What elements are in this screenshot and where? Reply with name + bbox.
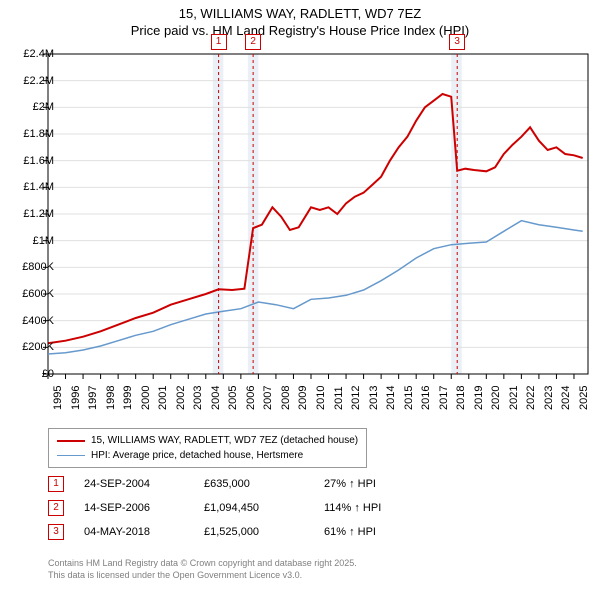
y-axis-label: £2.2M (23, 75, 54, 87)
x-axis-label: 2002 (175, 386, 187, 410)
chart-title: 15, WILLIAMS WAY, RADLETT, WD7 7EZ Price… (0, 6, 600, 40)
y-axis-label: £200K (22, 341, 54, 353)
sales-pct: 114% ↑ HPI (324, 502, 414, 514)
y-axis-label: £1.2M (23, 208, 54, 220)
sales-row: 3 04-MAY-2018 £1,525,000 61% ↑ HPI (48, 524, 414, 540)
x-axis-label: 2009 (297, 386, 309, 410)
x-axis-label: 2008 (280, 386, 292, 410)
title-line2: Price paid vs. HM Land Registry's House … (131, 23, 469, 38)
sales-price: £1,525,000 (204, 526, 304, 538)
legend-label-1: 15, WILLIAMS WAY, RADLETT, WD7 7EZ (deta… (91, 433, 358, 448)
sales-price: £635,000 (204, 478, 304, 490)
x-axis-label: 1996 (70, 386, 82, 410)
sales-price: £1,094,450 (204, 502, 304, 514)
chart-container: 15, WILLIAMS WAY, RADLETT, WD7 7EZ Price… (0, 6, 600, 596)
chart-marker: 3 (449, 34, 465, 50)
sales-pct: 61% ↑ HPI (324, 526, 414, 538)
x-axis-label: 1995 (52, 386, 64, 410)
footer: Contains HM Land Registry data © Crown c… (48, 558, 357, 581)
y-axis-label: £1M (33, 235, 54, 247)
sales-date: 04-MAY-2018 (84, 526, 184, 538)
marker-box-1: 1 (48, 476, 64, 492)
x-axis-label: 2013 (368, 386, 380, 410)
y-axis-label: £1.6M (23, 155, 54, 167)
x-axis-label: 2006 (245, 386, 257, 410)
y-axis-label: £1.4M (23, 181, 54, 193)
legend-row: 15, WILLIAMS WAY, RADLETT, WD7 7EZ (deta… (57, 433, 358, 448)
x-axis-label: 1997 (87, 386, 99, 410)
sales-date: 24-SEP-2004 (84, 478, 184, 490)
y-axis-label: £0 (42, 368, 54, 380)
chart-svg (48, 54, 588, 374)
x-axis-label: 2011 (333, 386, 345, 410)
y-axis-label: £1.8M (23, 128, 54, 140)
x-axis-label: 2019 (473, 386, 485, 410)
y-axis-label: £400K (22, 315, 54, 327)
legend: 15, WILLIAMS WAY, RADLETT, WD7 7EZ (deta… (48, 428, 367, 468)
sales-date: 14-SEP-2006 (84, 502, 184, 514)
sales-row: 1 24-SEP-2004 £635,000 27% ↑ HPI (48, 476, 414, 492)
x-axis-label: 2023 (543, 386, 555, 410)
x-axis-label: 2015 (403, 386, 415, 410)
y-axis-label: £2.4M (23, 48, 54, 60)
x-axis-label: 1998 (105, 386, 117, 410)
sales-row: 2 14-SEP-2006 £1,094,450 114% ↑ HPI (48, 500, 414, 516)
legend-swatch-1 (57, 440, 85, 442)
sales-pct: 27% ↑ HPI (324, 478, 414, 490)
y-axis-label: £600K (22, 288, 54, 300)
x-axis-label: 2022 (525, 386, 537, 410)
x-axis-label: 2007 (262, 386, 274, 410)
x-axis-label: 2017 (438, 386, 450, 410)
title-line1: 15, WILLIAMS WAY, RADLETT, WD7 7EZ (179, 6, 422, 21)
x-axis-label: 2010 (315, 386, 327, 410)
y-axis-label: £800K (22, 261, 54, 273)
footer-line2: This data is licensed under the Open Gov… (48, 570, 302, 580)
x-axis-label: 2018 (455, 386, 467, 410)
chart-marker: 1 (211, 34, 227, 50)
x-axis-label: 2014 (385, 386, 397, 410)
x-axis-label: 2004 (210, 386, 222, 410)
x-axis-label: 2025 (578, 386, 590, 410)
marker-box-2: 2 (48, 500, 64, 516)
legend-swatch-2 (57, 455, 85, 457)
x-axis-label: 2024 (560, 386, 572, 410)
x-axis-label: 2005 (227, 386, 239, 410)
x-axis-label: 2003 (192, 386, 204, 410)
x-axis-label: 2021 (508, 386, 520, 410)
x-axis-label: 2000 (140, 386, 152, 410)
marker-box-3: 3 (48, 524, 64, 540)
sales-table: 1 24-SEP-2004 £635,000 27% ↑ HPI 2 14-SE… (48, 476, 414, 548)
x-axis-label: 2020 (490, 386, 502, 410)
legend-label-2: HPI: Average price, detached house, Hert… (91, 448, 303, 463)
x-axis-label: 1999 (122, 386, 134, 410)
y-axis-label: £2M (33, 101, 54, 113)
legend-row: HPI: Average price, detached house, Hert… (57, 448, 358, 463)
x-axis-label: 2016 (420, 386, 432, 410)
plot-area: 123 (48, 54, 588, 374)
x-axis-label: 2001 (157, 386, 169, 410)
x-axis-label: 2012 (350, 386, 362, 410)
chart-marker: 2 (245, 34, 261, 50)
footer-line1: Contains HM Land Registry data © Crown c… (48, 558, 357, 568)
